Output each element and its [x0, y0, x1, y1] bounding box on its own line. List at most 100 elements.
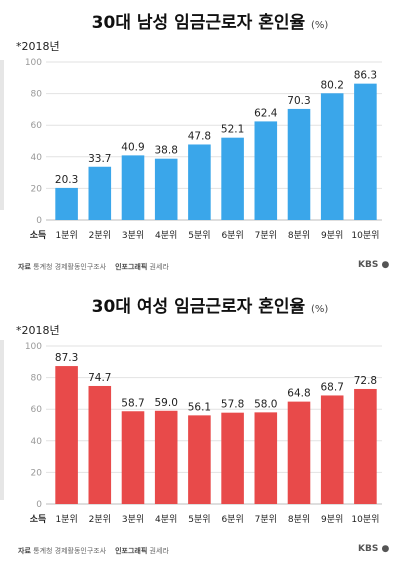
bar [188, 415, 211, 504]
category-label: 3분위 [122, 230, 144, 241]
y-tick-label: 100 [25, 342, 42, 352]
bar [287, 401, 311, 504]
category-label: 6분위 [221, 230, 243, 241]
bar [154, 410, 178, 504]
bar [254, 121, 278, 220]
credit-text: 권세라 [149, 547, 169, 555]
category-label: 4분위 [155, 230, 177, 241]
kbs-logo: KBS ● [358, 544, 389, 554]
chart-title-text: 30대 남성 임금근로자 혼인율 [91, 13, 306, 33]
year-note: *2018년 [16, 40, 60, 53]
data-label: 40.9 [121, 141, 144, 153]
bar [287, 108, 311, 220]
y-tick-label: 40 [31, 437, 43, 447]
category-label: 3분위 [122, 514, 144, 525]
bar-chart-male: 0 20 40 60 80 100 소득 20.3 1분위 33.7 2분위 40.9 3분위 38.8 4… [25, 58, 382, 241]
data-label: 58.0 [254, 398, 277, 410]
source-text: 통계청 경제활동인구조사 [33, 547, 107, 555]
source-label: 자료 [18, 263, 31, 271]
chart-title: 30대 여성 임금근로자 혼인율 (%) [0, 292, 420, 317]
y-tick-label: 40 [31, 153, 43, 163]
data-label: 72.8 [354, 375, 377, 387]
bar [320, 395, 344, 504]
category-label: 10분위 [351, 514, 379, 525]
year-note: *2018년 [16, 324, 60, 337]
category-label: 5분위 [188, 514, 210, 525]
left-edge-mark [0, 340, 4, 500]
bar [354, 388, 377, 504]
kbs-logo-text: KBS [358, 260, 379, 270]
data-label: 59.0 [155, 397, 178, 409]
category-label: 1분위 [55, 230, 77, 241]
category-label: 5분위 [188, 230, 210, 241]
category-label: 4분위 [155, 514, 177, 525]
data-label: 87.3 [55, 352, 78, 364]
x-axis-label: 소득 [30, 230, 47, 241]
kbs-logo-icon: ● [381, 260, 390, 270]
category-label: 2분위 [89, 230, 111, 241]
bar [154, 158, 178, 220]
data-label: 80.2 [321, 79, 344, 91]
data-label: 38.8 [155, 145, 178, 157]
category-label: 6분위 [221, 514, 243, 525]
category-label: 7분위 [255, 514, 277, 525]
credit-label: 인포그래픽 [115, 547, 148, 555]
y-tick-label: 80 [31, 374, 43, 384]
chart-unit: (%) [311, 20, 329, 31]
category-label: 8분위 [288, 230, 310, 241]
category-label: 9분위 [321, 230, 343, 241]
bar [55, 366, 78, 504]
source-text: 통계청 경제활동인구조사 [33, 263, 107, 271]
data-label: 57.8 [221, 399, 244, 411]
category-label: 8분위 [288, 514, 310, 525]
bar [121, 411, 145, 504]
bar [221, 137, 244, 220]
chart-unit: (%) [311, 304, 329, 315]
category-label: 10분위 [351, 230, 379, 241]
credit-label: 인포그래픽 [115, 263, 148, 271]
chart-title: 30대 남성 임금근로자 혼인율 (%) [0, 8, 420, 33]
data-label: 20.3 [55, 174, 78, 186]
data-label: 52.1 [221, 124, 244, 136]
source-footer: 자료 통계청 경제활동인구조사 인포그래픽 권세라 [18, 546, 169, 556]
data-label: 62.4 [254, 107, 278, 119]
category-label: 9분위 [321, 514, 343, 525]
y-tick-label: 20 [31, 184, 43, 194]
bar [254, 412, 278, 504]
kbs-logo-text: KBS [358, 544, 379, 554]
data-label: 47.8 [188, 130, 211, 142]
credit-text: 권세라 [149, 263, 169, 271]
source-footer: 자료 통계청 경제활동인구조사 인포그래픽 권세라 [18, 262, 169, 272]
category-label: 2분위 [89, 514, 111, 525]
data-label: 86.3 [354, 70, 377, 82]
y-tick-label: 60 [31, 121, 43, 131]
bar [221, 412, 244, 504]
kbs-logo: KBS ● [358, 260, 389, 270]
bar [88, 166, 112, 220]
source-label: 자료 [18, 547, 31, 555]
data-label: 70.3 [287, 95, 310, 107]
data-label: 74.7 [88, 372, 111, 384]
data-label: 33.7 [88, 153, 111, 165]
category-label: 1분위 [55, 514, 77, 525]
data-label: 68.7 [321, 381, 344, 393]
bar [188, 144, 211, 220]
bar [354, 83, 377, 220]
y-tick-label: 100 [25, 58, 42, 68]
y-tick-label: 20 [31, 468, 43, 478]
chart-title-text: 30대 여성 임금근로자 혼인율 [91, 297, 306, 317]
bar [121, 155, 145, 220]
x-axis-label: 소득 [30, 514, 47, 525]
kbs-logo-icon: ● [381, 544, 390, 554]
bar [320, 93, 344, 220]
bar [88, 385, 112, 504]
bar-chart-female: 0 20 40 60 80 100 소득 87.3 1분위 74.7 2분위 58.7 3분위 59.0 4… [25, 342, 382, 525]
bar [55, 187, 78, 220]
y-tick-label: 0 [36, 216, 42, 226]
left-edge-mark [0, 60, 4, 210]
data-label: 56.1 [188, 401, 211, 413]
y-tick-label: 0 [36, 500, 42, 510]
y-tick-label: 60 [31, 405, 43, 415]
data-label: 58.7 [121, 397, 144, 409]
data-label: 64.8 [287, 388, 310, 400]
